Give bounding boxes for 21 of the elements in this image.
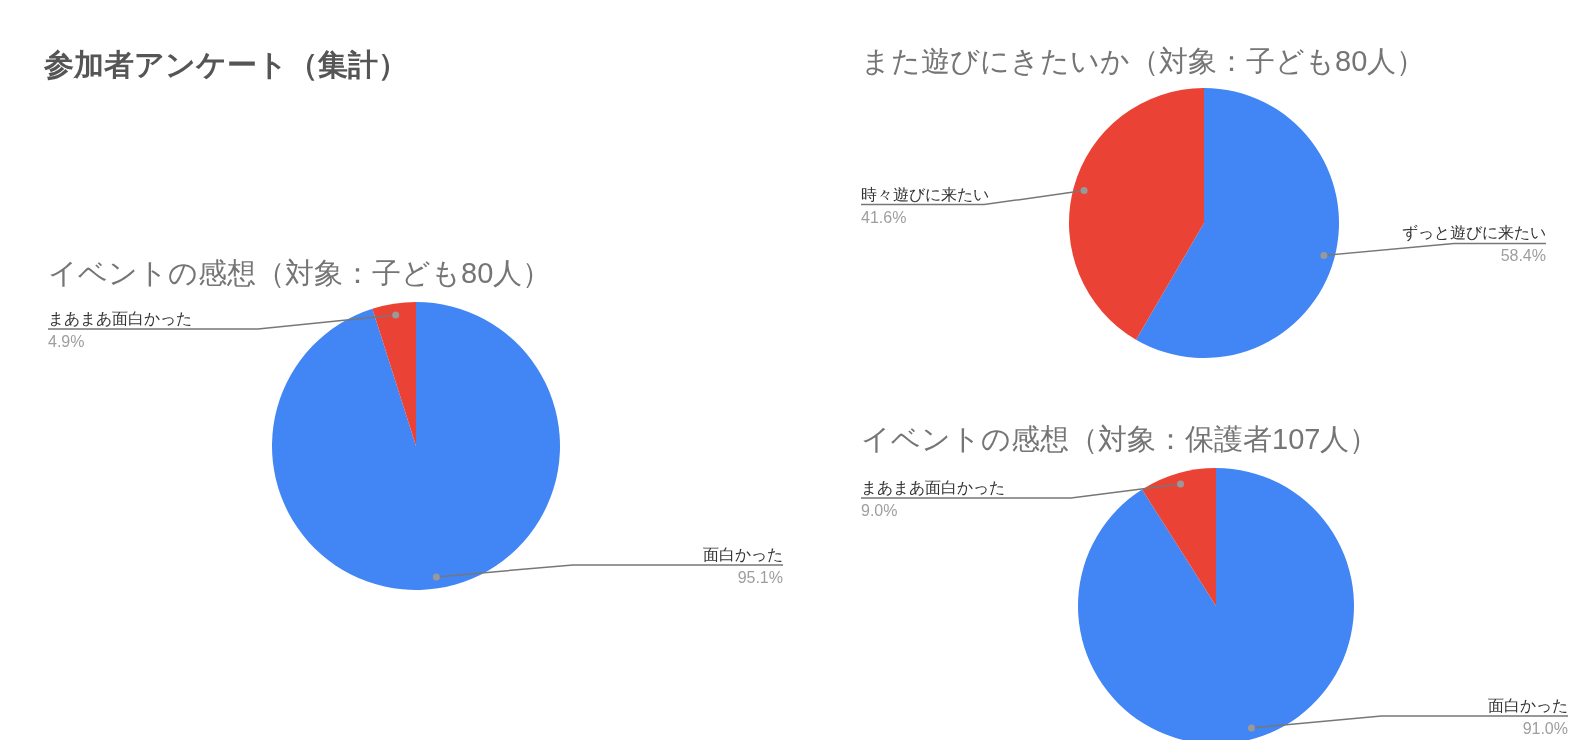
pie-slice <box>1142 468 1216 606</box>
slice-label: 面白かった <box>1488 696 1568 714</box>
data-label: 95.1% <box>737 568 783 586</box>
slice-label: まあまあ面白かった <box>48 310 192 328</box>
slice-label: 時々遊びに来たい <box>861 185 989 203</box>
text: 参加者アンケート（集計） <box>43 48 408 81</box>
chart-title: イベントの感想（対象：保護者107人） <box>861 423 1379 455</box>
slice-label: ずっと遊びに来たい <box>1402 224 1546 243</box>
data-label: 41.6% <box>861 208 907 226</box>
slice-label: 面白かった <box>703 545 783 563</box>
pie-slice <box>272 302 560 590</box>
data-label: 91.0% <box>1522 719 1568 737</box>
pie-slice <box>372 302 416 446</box>
data-label: 9.0% <box>861 502 898 520</box>
pie-slice <box>1136 88 1339 358</box>
data-label: 4.9% <box>48 333 85 351</box>
slice-label: まあまあ面白かった <box>861 479 1005 497</box>
pie-slice <box>1069 88 1204 340</box>
chart-title: また遊びにきたいか（対象：子ども80人） <box>861 45 1426 77</box>
chart-title: イベントの感想（対象：子ども80人） <box>48 257 552 289</box>
data-label: 58.4% <box>1500 247 1546 265</box>
